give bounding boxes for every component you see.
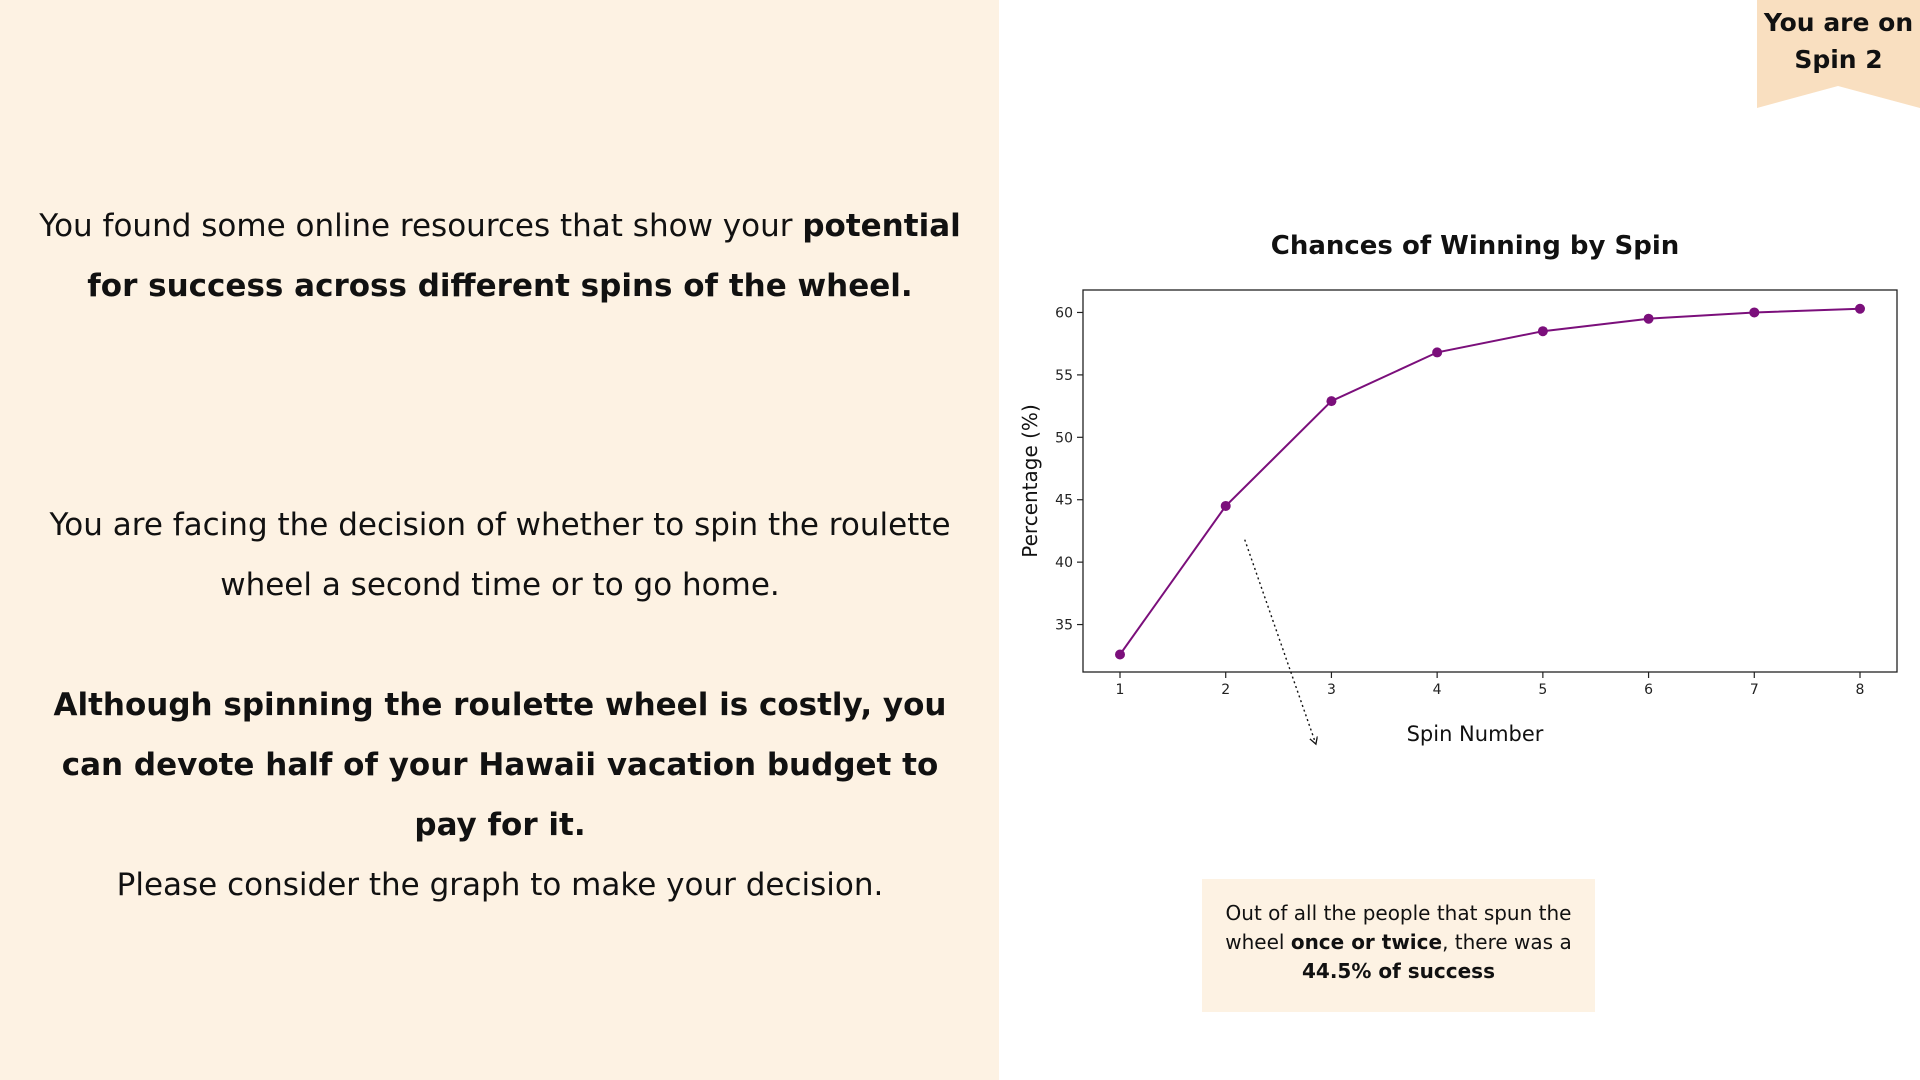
callout-text-1: Out of all the people that spun the whee… bbox=[1225, 901, 1572, 954]
data-point bbox=[1432, 347, 1443, 358]
x-tick-label: 3 bbox=[1327, 682, 1336, 698]
y-tick-label: 45 bbox=[1055, 493, 1073, 509]
x-tick-label: 4 bbox=[1433, 682, 1442, 698]
data-point bbox=[1326, 396, 1337, 407]
cost-paragraph: Although spinning the roulette wheel is … bbox=[53, 687, 947, 843]
winning-chance-line-chart: Chances of Winning by Spin 354045505560 … bbox=[1018, 231, 1898, 746]
data-point bbox=[1855, 303, 1865, 314]
banner-text: You are on Spin 2 bbox=[1757, 4, 1920, 78]
intro-paragraph: You found some online resources that sho… bbox=[30, 196, 970, 316]
spin-banner: You are on Spin 2 bbox=[1757, 0, 1920, 108]
chart-title: Chances of Winning by Spin bbox=[1271, 231, 1680, 261]
y-tick-label: 40 bbox=[1055, 555, 1073, 571]
plot-area-frame bbox=[1082, 289, 1898, 673]
x-axis-ticks: 1 2 3 4 5 6 7 8 bbox=[1116, 672, 1865, 698]
y-tick-label: 35 bbox=[1055, 618, 1073, 634]
callout-text-2: , there was a bbox=[1442, 930, 1572, 954]
data-point bbox=[1643, 313, 1654, 324]
x-tick-label: 5 bbox=[1538, 682, 1547, 698]
y-tick-label: 50 bbox=[1055, 430, 1073, 446]
y-tick-label: 60 bbox=[1055, 305, 1073, 321]
left-panel: You found some online resources that sho… bbox=[0, 0, 999, 1080]
banner-ribbon-shape bbox=[1757, 0, 1920, 108]
data-point bbox=[1749, 307, 1760, 318]
intro-text: You found some online resources that sho… bbox=[39, 208, 803, 244]
x-tick-label: 1 bbox=[1116, 682, 1125, 698]
annotation-arrow bbox=[1244, 539, 1316, 743]
data-point bbox=[1537, 326, 1548, 337]
prompt-paragraph: Please consider the graph to make your d… bbox=[116, 867, 884, 903]
y-axis-ticks: 35 40 45 50 55 60 bbox=[1055, 305, 1083, 634]
callout-emphasis-2: 44.5% of success bbox=[1302, 959, 1495, 983]
annotation-callout: Out of all the people that spun the whee… bbox=[1202, 879, 1595, 1012]
callout-emphasis-1: once or twice bbox=[1290, 930, 1443, 954]
decision-paragraph: You are facing the decision of whether t… bbox=[49, 507, 951, 603]
y-tick-label: 55 bbox=[1055, 368, 1073, 384]
x-tick-label: 6 bbox=[1644, 682, 1653, 698]
x-tick-label: 7 bbox=[1750, 682, 1759, 698]
x-axis-label: Spin Number bbox=[1407, 722, 1544, 746]
x-tick-label: 2 bbox=[1221, 682, 1230, 698]
series-points bbox=[1115, 303, 1865, 660]
series-line bbox=[1119, 307, 1861, 656]
banner-line-2: Spin 2 bbox=[1794, 45, 1883, 74]
data-point bbox=[1115, 649, 1125, 660]
intro-emphasis: potential for success across different s… bbox=[87, 208, 961, 304]
data-point bbox=[1220, 500, 1231, 511]
banner-line-1: You are on bbox=[1763, 8, 1914, 37]
y-axis-label: Percentage (%) bbox=[1018, 404, 1042, 557]
x-tick-label: 8 bbox=[1856, 682, 1865, 698]
